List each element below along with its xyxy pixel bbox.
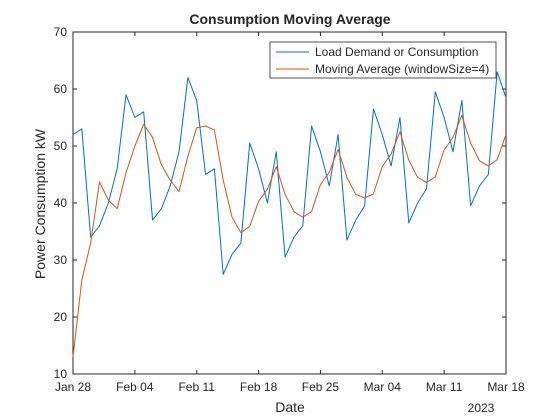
y-axis-label: Power Consumption kW — [32, 128, 48, 279]
y-tick-label: 50 — [54, 139, 68, 153]
series-line-moving-average — [72, 114, 507, 357]
x-tick-label: Mar 11 — [426, 380, 463, 394]
x-tick-label: Feb 11 — [178, 380, 215, 394]
y-tick-label: 70 — [54, 25, 68, 39]
x-tick-label: Jan 28 — [55, 380, 91, 394]
y-tick-label: 40 — [54, 196, 68, 210]
x-axis-label: Date — [275, 399, 305, 415]
x-tick-label: Feb 04 — [116, 380, 154, 394]
x-tick-label: Mar 04 — [364, 380, 402, 394]
x-axis: Jan 28 Feb 04 Feb 11 Feb 18 Feb 25 Mar 04 Mar … — [55, 32, 525, 394]
x-tick-label: Mar 18 — [487, 380, 525, 394]
chart-title: Consumption Moving Average — [189, 11, 390, 27]
legend-label-moving-average: Moving Average (windowSize=4) — [315, 62, 489, 76]
y-tick-label: 30 — [54, 253, 68, 267]
x-axis-secondary-label: 2023 — [468, 401, 495, 415]
y-tick-label: 10 — [54, 367, 68, 381]
x-tick-label: Feb 25 — [302, 380, 340, 394]
legend: Load Demand or Consumption Moving Averag… — [269, 41, 497, 79]
y-tick-label: 60 — [54, 82, 68, 96]
series-layer — [72, 71, 507, 357]
y-axis: 10 20 30 40 50 60 70 — [54, 25, 506, 381]
x-tick-label: Feb 18 — [240, 380, 278, 394]
series-line-consumption — [72, 71, 507, 275]
legend-box — [269, 41, 497, 79]
legend-label-consumption: Load Demand or Consumption — [315, 45, 478, 59]
y-tick-label: 20 — [54, 310, 68, 324]
